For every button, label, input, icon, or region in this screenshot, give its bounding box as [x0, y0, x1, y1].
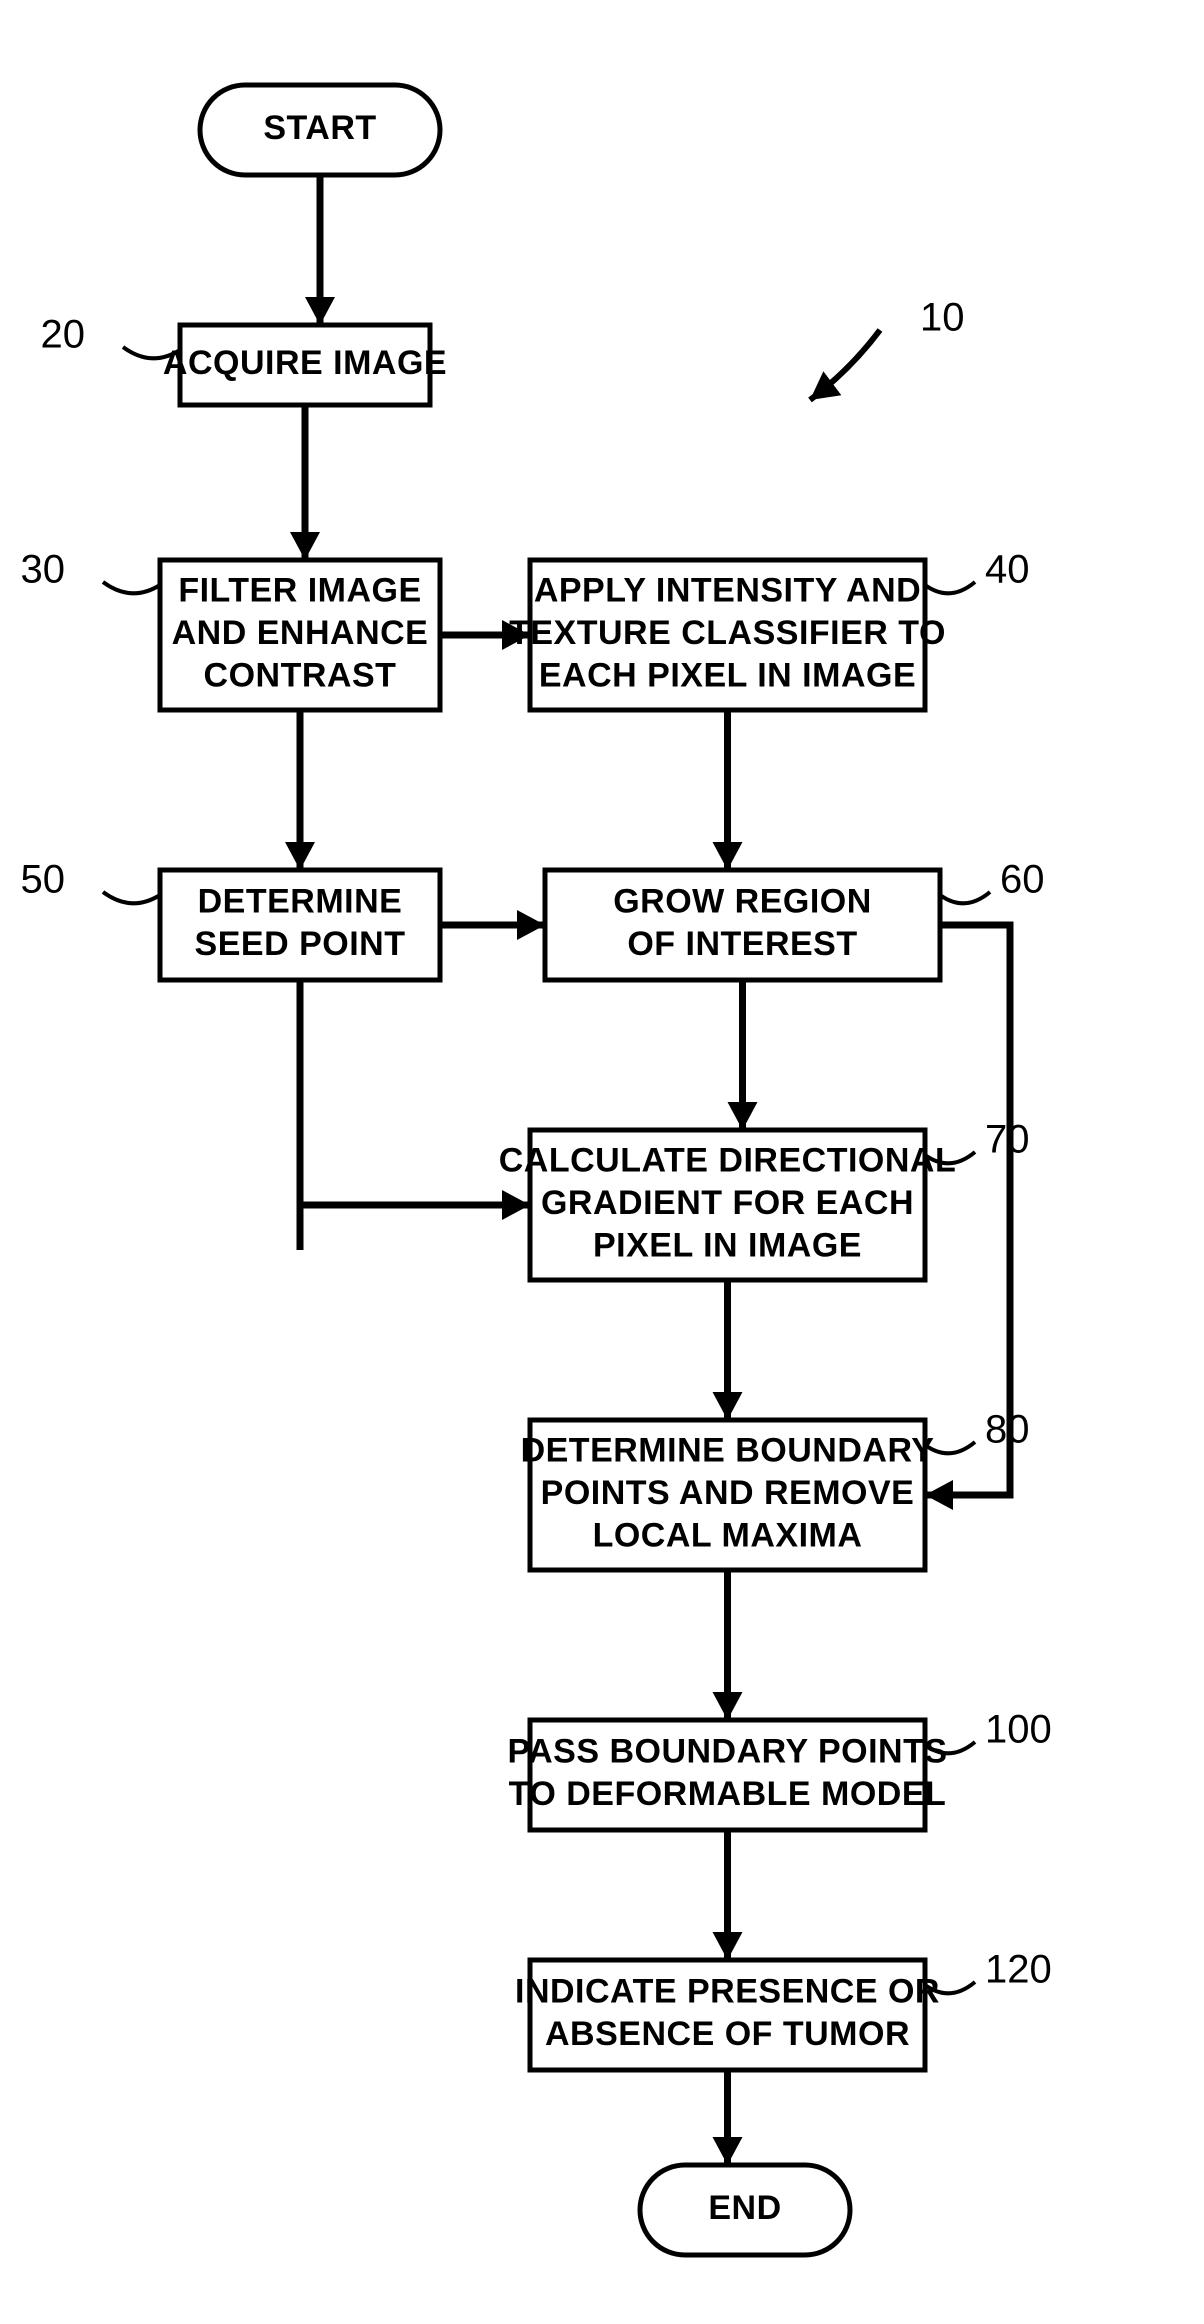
flow-box-b60-line0: GROW REGION: [613, 883, 872, 921]
flow-box-b30: FILTER IMAGE AND ENHANCE CONTRAST 30: [21, 548, 441, 710]
flow-box-b120-line0: INDICATE PRESENCE OR: [515, 1973, 940, 2011]
ref-lead-60: [940, 892, 990, 903]
ref-lead-30: [103, 582, 160, 593]
flow-box-b60: GROW REGION OF INTEREST 60: [545, 858, 1045, 980]
flow-box-b80-line2: LOCAL MAXIMA: [593, 1516, 863, 1554]
flow-box-b40-line0: APPLY INTENSITY AND: [534, 571, 921, 609]
flow-box-b30-line2: CONTRAST: [204, 656, 397, 694]
terminal-start-label: START: [263, 109, 376, 147]
flow-box-b50-line1: SEED POINT: [195, 925, 406, 963]
flow-box-b30-line1: AND ENHANCE: [172, 614, 429, 652]
flow-box-b100-line0: PASS BOUNDARY POINTS: [507, 1733, 947, 1771]
flow-box-b70-line1: GRADIENT FOR EACH: [541, 1184, 914, 1222]
terminal-start: START: [200, 85, 440, 175]
flow-box-b40: APPLY INTENSITY AND TEXTURE CLASSIFIER TO…: [509, 548, 1029, 710]
flow-box-b80-line1: POINTS AND REMOVE: [541, 1474, 915, 1512]
ref-num-40: 40: [985, 548, 1030, 592]
flow-box-b100-line1: TO DEFORMABLE MODEL: [509, 1775, 947, 1813]
ref-num-120: 120: [985, 1948, 1052, 1992]
terminal-end-label: END: [708, 2189, 781, 2227]
flow-box-b60-line1: OF INTEREST: [627, 925, 857, 963]
flow-box-b70-line2: PIXEL IN IMAGE: [593, 1226, 862, 1264]
terminal-end: END: [640, 2165, 850, 2255]
flow-box-b80-line0: DETERMINE BOUNDARY: [521, 1431, 935, 1469]
ref-num-60: 60: [1000, 858, 1045, 902]
ref-lead-50: [103, 892, 160, 903]
flow-box-b120-line1: ABSENCE OF TUMOR: [545, 2015, 910, 2053]
flow-box-b30-line0: FILTER IMAGE: [178, 571, 421, 609]
flow-box-b120: INDICATE PRESENCE OR ABSENCE OF TUMOR 120: [515, 1948, 1052, 2070]
figure-ref-lead: [810, 330, 880, 400]
ref-num-30: 30: [21, 548, 66, 592]
arrow-b50-b70: [300, 980, 530, 1250]
flow-box-b50-line0: DETERMINE: [198, 883, 403, 921]
flow-box-b100: PASS BOUNDARY POINTS TO DEFORMABLE MODEL 1…: [507, 1708, 1051, 1830]
ref-num-20: 20: [41, 313, 86, 357]
flow-box-b50: DETERMINE SEED POINT 50: [21, 858, 441, 980]
ref-lead-40: [925, 582, 975, 593]
ref-num-50: 50: [21, 858, 66, 902]
flow-box-b70: CALCULATE DIRECTIONAL GRADIENT FOR EACH PI…: [499, 1118, 1030, 1280]
figure-ref-num: 10: [920, 296, 965, 340]
flow-box-b20: ACQUIRE IMAGE 20: [41, 313, 448, 405]
flow-box-b80: DETERMINE BOUNDARY POINTS AND REMOVE LOCAL…: [521, 1408, 1030, 1570]
flow-box-b70-line0: CALCULATE DIRECTIONAL: [499, 1141, 957, 1179]
flow-box-b20-line0: ACQUIRE IMAGE: [163, 344, 447, 382]
flow-box-b40-line2: EACH PIXEL IN IMAGE: [539, 656, 916, 694]
ref-num-100: 100: [985, 1708, 1052, 1752]
flow-box-b40-line1: TEXTURE CLASSIFIER TO: [509, 614, 946, 652]
